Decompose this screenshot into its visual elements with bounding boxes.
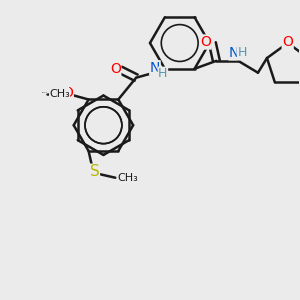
Text: methoxy: methoxy (42, 92, 48, 93)
Text: H: H (237, 46, 247, 59)
Text: CH₃: CH₃ (117, 173, 138, 183)
Text: H: H (158, 67, 168, 80)
Text: O: O (58, 88, 69, 101)
Text: O: O (282, 35, 293, 49)
Text: O: O (62, 85, 73, 100)
Text: O: O (200, 35, 211, 49)
Text: N: N (150, 61, 160, 75)
Text: S: S (90, 164, 99, 179)
Text: CH₃: CH₃ (49, 88, 70, 98)
Text: O: O (110, 62, 121, 76)
Text: N: N (229, 46, 239, 60)
